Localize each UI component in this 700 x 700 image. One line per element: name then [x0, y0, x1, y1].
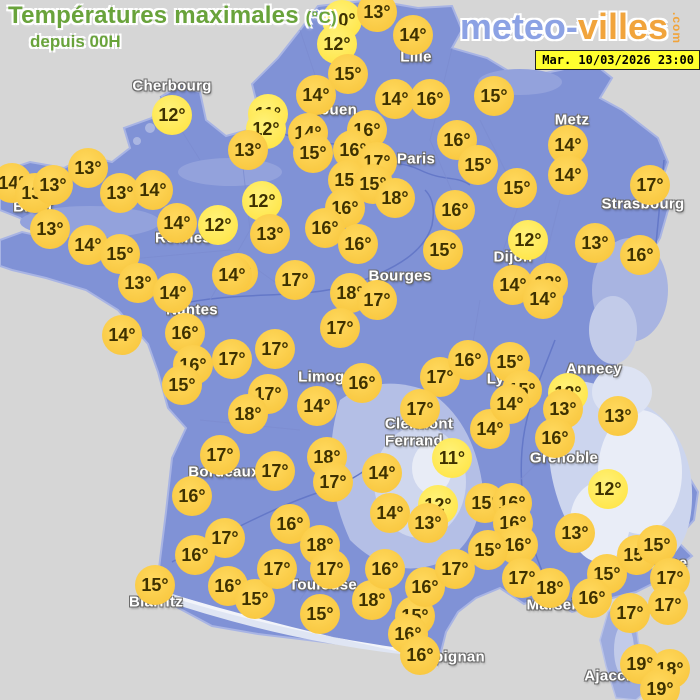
- temperature-marker[interactable]: 15°: [423, 230, 463, 270]
- temperature-marker[interactable]: 14°: [523, 279, 563, 319]
- temperature-marker[interactable]: 13°: [357, 0, 397, 32]
- temperature-marker[interactable]: 16°: [448, 340, 488, 380]
- temperature-marker[interactable]: 16°: [572, 578, 612, 618]
- temperature-marker[interactable]: 13°: [118, 263, 158, 303]
- temperature-marker[interactable]: 15°: [300, 594, 340, 634]
- temperature-marker[interactable]: 16°: [400, 635, 440, 675]
- temperature-marker[interactable]: 19°: [640, 669, 680, 700]
- temperature-marker[interactable]: 17°: [275, 260, 315, 300]
- temperature-marker[interactable]: 14°: [375, 79, 415, 119]
- logo-part-blue: meteo-: [459, 6, 578, 47]
- temperature-marker[interactable]: 15°: [293, 133, 333, 173]
- temperature-marker[interactable]: 16°: [270, 504, 310, 544]
- temperature-marker[interactable]: 17°: [255, 451, 295, 491]
- temperature-marker[interactable]: 13°: [68, 148, 108, 188]
- temperature-marker[interactable]: 14°: [212, 255, 252, 295]
- temperature-marker[interactable]: 12°: [152, 95, 192, 135]
- temperature-marker[interactable]: 17°: [630, 165, 670, 205]
- temperature-marker[interactable]: 12°: [198, 205, 238, 245]
- temperature-marker[interactable]: 18°: [375, 178, 415, 218]
- temperature-marker[interactable]: 13°: [408, 503, 448, 543]
- temperature-marker[interactable]: 16°: [342, 363, 382, 403]
- temperature-marker[interactable]: 14°: [153, 273, 193, 313]
- temperature-marker[interactable]: 14°: [133, 170, 173, 210]
- temperature-marker[interactable]: 16°: [365, 549, 405, 589]
- temperature-marker[interactable]: 12°: [588, 469, 628, 509]
- temperature-marker[interactable]: 18°: [530, 568, 570, 608]
- temperature-marker[interactable]: 17°: [310, 549, 350, 589]
- temperature-marker[interactable]: 18°: [352, 580, 392, 620]
- temperature-marker[interactable]: 16°: [172, 476, 212, 516]
- temperature-marker[interactable]: 17°: [400, 389, 440, 429]
- temperature-marker[interactable]: 15°: [637, 525, 677, 565]
- temperature-marker[interactable]: 17°: [200, 435, 240, 475]
- temperature-marker[interactable]: 15°: [458, 145, 498, 185]
- temperature-marker[interactable]: 13°: [228, 130, 268, 170]
- datetime-badge: Mar. 10/03/2026 23:00: [535, 50, 700, 70]
- temperature-marker[interactable]: 14°: [296, 75, 336, 115]
- temperature-marker[interactable]: 16°: [435, 190, 475, 230]
- temperature-marker[interactable]: 17°: [320, 308, 360, 348]
- temperature-marker[interactable]: 15°: [468, 530, 508, 570]
- temperature-marker[interactable]: 17°: [435, 549, 475, 589]
- temperature-marker[interactable]: 15°: [328, 54, 368, 94]
- temperature-marker[interactable]: 14°: [490, 384, 530, 424]
- logo-com-suffix: .com: [670, 12, 684, 45]
- temperature-marker[interactable]: 15°: [135, 565, 175, 605]
- temperature-marker[interactable]: 14°: [370, 493, 410, 533]
- temperature-marker[interactable]: 16°: [535, 418, 575, 458]
- temperature-marker[interactable]: 17°: [255, 329, 295, 369]
- temperature-marker[interactable]: 14°: [297, 386, 337, 426]
- temperature-marker[interactable]: 13°: [250, 214, 290, 254]
- meteo-villes-logo[interactable]: meteo-villes .com: [459, 6, 684, 48]
- temperature-marker[interactable]: 13°: [30, 209, 70, 249]
- temperature-marker[interactable]: 16°: [620, 235, 660, 275]
- temperature-marker[interactable]: 16°: [338, 224, 378, 264]
- temperature-marker[interactable]: 13°: [33, 165, 73, 205]
- temperature-marker[interactable]: 15°: [497, 168, 537, 208]
- temperature-marker[interactable]: 17°: [212, 339, 252, 379]
- temperature-marker[interactable]: 13°: [555, 513, 595, 553]
- temperature-marker[interactable]: 17°: [648, 585, 688, 625]
- temperature-marker[interactable]: 17°: [313, 462, 353, 502]
- temperature-marker[interactable]: 14°: [157, 203, 197, 243]
- temperature-marker[interactable]: 14°: [393, 15, 433, 55]
- temperature-marker[interactable]: 17°: [248, 374, 288, 414]
- temperature-marker[interactable]: 15°: [474, 76, 514, 116]
- temperature-marker[interactable]: 11°: [432, 438, 472, 478]
- temperature-marker[interactable]: 15°: [162, 365, 202, 405]
- temperature-marker[interactable]: 14°: [548, 155, 588, 195]
- temperature-marker[interactable]: 17°: [357, 280, 397, 320]
- temperature-marker[interactable]: 18°: [300, 525, 340, 565]
- temperature-marker[interactable]: 16°: [410, 79, 450, 119]
- temperature-marker[interactable]: 14°: [102, 315, 142, 355]
- temperature-marker[interactable]: 14°: [362, 453, 402, 493]
- temperature-marker[interactable]: 12°: [508, 220, 548, 260]
- temperature-marker[interactable]: 13°: [575, 223, 615, 263]
- temperature-marker[interactable]: 18°: [228, 394, 268, 434]
- temperature-marker[interactable]: 17°: [610, 593, 650, 633]
- temperature-marker[interactable]: 13°: [543, 389, 583, 429]
- temperature-marker[interactable]: 16°: [175, 535, 215, 575]
- temperature-marker[interactable]: 17°: [257, 549, 297, 589]
- temperature-marker[interactable]: 13°: [598, 396, 638, 436]
- logo-part-orange: villes: [577, 6, 668, 47]
